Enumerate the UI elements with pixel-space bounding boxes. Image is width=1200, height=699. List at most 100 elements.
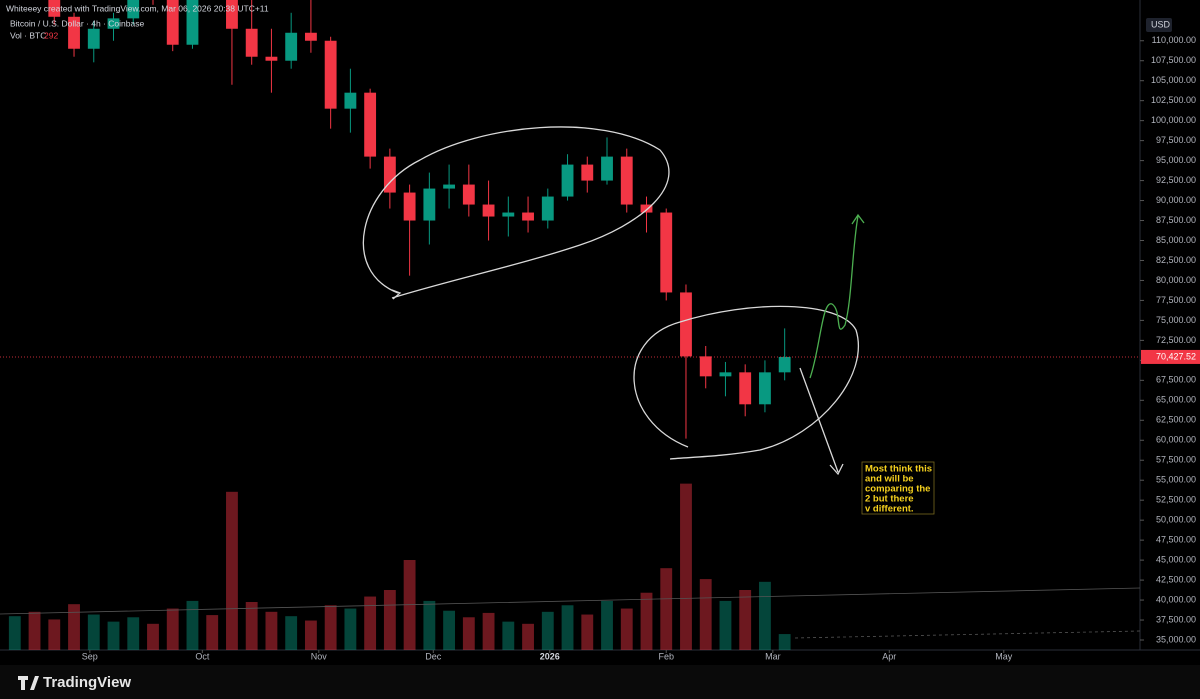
candle-body bbox=[324, 40, 337, 109]
last-price-label: 70,427.52 bbox=[1156, 351, 1196, 361]
volume-bar bbox=[462, 617, 475, 650]
candle-body bbox=[462, 184, 475, 205]
y-tick-label: 42,500.00 bbox=[1156, 574, 1196, 584]
volume-bar bbox=[147, 623, 159, 650]
y-tick-label: 75,000.00 bbox=[1156, 315, 1196, 325]
y-tick-label: 97,500.00 bbox=[1156, 135, 1196, 145]
annotation-line: comparing the bbox=[865, 484, 930, 495]
candle-body bbox=[245, 28, 258, 57]
x-tick-label: 2026 bbox=[540, 651, 560, 661]
y-tick-label: 60,000.00 bbox=[1156, 435, 1196, 445]
volume-label: Vol · BTC bbox=[10, 30, 46, 40]
candle-body bbox=[285, 32, 298, 61]
logo-mark bbox=[18, 676, 39, 690]
candle-body bbox=[364, 92, 377, 157]
volume-bar bbox=[383, 590, 396, 650]
projection-path bbox=[809, 215, 859, 379]
candle-body bbox=[778, 356, 791, 373]
candle-body bbox=[502, 212, 515, 217]
candle-body bbox=[186, 0, 199, 45]
candle-body bbox=[581, 164, 594, 181]
arrow-head bbox=[829, 463, 844, 476]
volume-bar bbox=[482, 612, 495, 650]
annotation-line: 2 but there bbox=[865, 494, 914, 505]
candle-body bbox=[304, 32, 317, 41]
header: Whiteeey created with TradingView.com, M… bbox=[6, 3, 269, 13]
annotation-box bbox=[861, 461, 935, 515]
volume-bar bbox=[719, 600, 732, 650]
volume-bar bbox=[739, 590, 752, 650]
candle-body bbox=[541, 196, 554, 221]
volume-bar bbox=[8, 616, 21, 650]
volume-bar bbox=[778, 634, 791, 650]
volume-bar bbox=[186, 600, 199, 650]
volume-bar bbox=[699, 579, 712, 650]
drawings bbox=[0, 126, 1141, 639]
volume-bar bbox=[364, 596, 377, 650]
y-tick-label: 105,000.00 bbox=[1151, 75, 1196, 85]
y-tick-label: 87,500.00 bbox=[1156, 215, 1196, 225]
x-tick-label: Sep bbox=[82, 651, 98, 661]
volume-bar bbox=[265, 611, 278, 650]
volume-bar bbox=[166, 608, 179, 650]
x-tick-label: May bbox=[995, 651, 1013, 661]
volume-bar bbox=[581, 614, 594, 650]
ellipse-drawing bbox=[362, 126, 670, 299]
candle-body bbox=[423, 188, 436, 221]
annotation-line: v different. bbox=[865, 504, 914, 515]
volume-bar bbox=[344, 608, 357, 650]
candle-body bbox=[344, 92, 357, 109]
candle-body bbox=[166, 0, 179, 45]
plot-area bbox=[8, 0, 791, 650]
candle-body bbox=[522, 212, 534, 221]
candle-body bbox=[561, 164, 574, 197]
candle-body bbox=[443, 184, 456, 189]
volume-bar bbox=[680, 483, 692, 650]
candle-body bbox=[601, 156, 613, 181]
candle-body bbox=[680, 292, 692, 357]
x-tick-label: Dec bbox=[425, 651, 442, 661]
x-tick-label: Feb bbox=[658, 651, 674, 661]
y-tick-label: 45,000.00 bbox=[1156, 554, 1196, 564]
volume-bar bbox=[502, 621, 515, 650]
arrow-head bbox=[391, 289, 402, 300]
volume-bar bbox=[620, 608, 633, 650]
volume-bar bbox=[28, 611, 41, 650]
candle-body bbox=[226, 0, 238, 29]
volume-bar bbox=[522, 623, 534, 650]
candle-body bbox=[403, 192, 416, 221]
volume-bar bbox=[304, 620, 317, 650]
volume-bar bbox=[107, 621, 120, 650]
candle-body bbox=[68, 16, 80, 49]
volume-bar bbox=[206, 615, 219, 650]
candle-body bbox=[739, 372, 752, 405]
y-tick-label: 107,500.00 bbox=[1151, 55, 1196, 65]
candles bbox=[48, 0, 791, 439]
y-tick-label: 95,000.00 bbox=[1156, 155, 1196, 165]
y-tick-label: 50,000.00 bbox=[1156, 515, 1196, 525]
volume-bar bbox=[541, 611, 554, 650]
volume-bar bbox=[245, 602, 258, 650]
candle-body bbox=[127, 0, 140, 19]
y-tick-label: 90,000.00 bbox=[1156, 195, 1196, 205]
candle-body bbox=[719, 372, 732, 377]
y-tick-label: 82,500.00 bbox=[1156, 255, 1196, 265]
volume-bar bbox=[226, 491, 238, 650]
y-tick-label: 40,000.00 bbox=[1156, 594, 1196, 604]
trend-line bbox=[0, 587, 1141, 615]
y-tick-label: 72,500.00 bbox=[1156, 335, 1196, 345]
candle-body bbox=[107, 18, 120, 29]
last-price-box bbox=[1141, 349, 1200, 364]
volume-bar bbox=[285, 616, 298, 650]
y-tick-label: 100,000.00 bbox=[1151, 115, 1196, 125]
volume-bar bbox=[48, 619, 61, 650]
x-tick-label: Oct bbox=[195, 651, 210, 661]
y-tick-label: 67,500.00 bbox=[1156, 375, 1196, 385]
currency-box bbox=[1146, 18, 1172, 32]
volume-bar bbox=[68, 604, 80, 650]
candle-body bbox=[265, 56, 278, 61]
volume-bar bbox=[127, 617, 140, 650]
y-tick-label: 77,500.00 bbox=[1156, 295, 1196, 305]
